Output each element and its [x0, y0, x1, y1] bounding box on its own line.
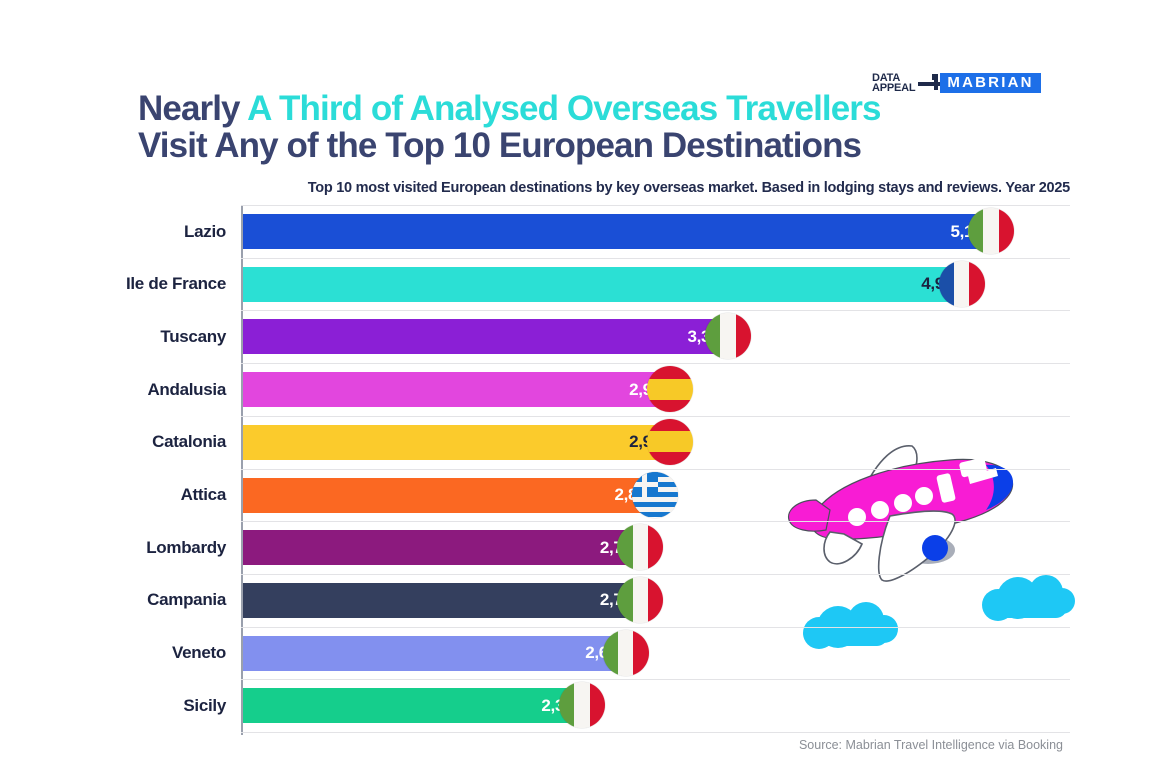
flag-icon-italy	[617, 524, 664, 571]
bar[interactable]	[243, 688, 579, 724]
logo-divider-icon	[918, 73, 941, 93]
bar-container[interactable]: 2,9%	[243, 416, 727, 469]
logo-data-line2: APPEAL	[872, 82, 916, 94]
bar-container[interactable]: 2,7%	[243, 521, 697, 574]
bar[interactable]	[243, 266, 959, 302]
flag-icon-italy	[617, 576, 664, 623]
bar[interactable]	[243, 372, 667, 408]
gridline	[241, 205, 1070, 206]
flag-icon-greece	[632, 471, 679, 518]
chart-gridlines	[241, 205, 1070, 735]
bar-row[interactable]: Sicily 2,3%	[0, 679, 1171, 732]
bar-container[interactable]: 5,1%	[243, 205, 1048, 258]
gridline	[241, 679, 1070, 681]
bar[interactable]	[243, 477, 653, 513]
bar-container[interactable]: 3,3%	[243, 310, 785, 363]
gridline	[241, 626, 1070, 628]
title-line1-highlight: A Third of Analysed Overseas Travellers	[247, 89, 881, 128]
bar-row[interactable]: Tuscany 3,3%	[0, 310, 1171, 363]
bar-row[interactable]: Attica 2,8%	[0, 469, 1171, 522]
bar-value-label: 2,3%	[243, 688, 591, 723]
bar-category-label: Campania	[147, 590, 226, 610]
bar-value-label: 4,9%	[243, 267, 971, 302]
gridline	[241, 363, 1070, 365]
data-appeal-wordmark: DATA APPEAL	[872, 72, 916, 94]
gridline	[241, 310, 1070, 312]
bar-value-label: 2,7%	[243, 583, 649, 618]
bar-container[interactable]: 2,6%	[243, 627, 683, 680]
gridline	[241, 573, 1070, 575]
source-note: Source: Mabrian Travel Intelligence via …	[798, 738, 1063, 752]
logo-data-line1: DATA	[872, 72, 901, 84]
bar[interactable]	[243, 319, 726, 355]
bar-container[interactable]: 2,3%	[243, 679, 639, 732]
bar-value-label: 2,9%	[243, 425, 679, 460]
bar-row[interactable]: Campania 2,7%	[0, 574, 1171, 627]
bar-category-label: Veneto	[172, 643, 226, 663]
flag-icon-france	[938, 260, 985, 307]
bar-chart: Lazio 5,1% Ile de France 4,9% Tuscany 3,3% And…	[0, 205, 1171, 737]
gridline	[241, 732, 1070, 733]
bar[interactable]	[243, 424, 667, 460]
bar-category-label: Ile de France	[125, 274, 226, 294]
y-axis-line	[241, 205, 243, 735]
bar-category-label: Attica	[180, 485, 227, 504]
flag-icon-spain	[646, 366, 693, 413]
bar-value-label: 2,6%	[243, 636, 635, 671]
chart-subtitle: Top 10 most visited European destination…	[307, 180, 1071, 196]
page-title: Nearly A Third of Analysed Overseas Trav…	[138, 89, 1068, 165]
bar-container[interactable]: 4,9%	[243, 258, 1019, 311]
title-line2: Visit Any of the Top 10 European Destina…	[138, 126, 862, 165]
bar-row[interactable]: Catalonia 2,9%	[0, 416, 1171, 469]
bar[interactable]	[243, 530, 638, 566]
gridline	[241, 521, 1070, 523]
bar[interactable]	[243, 635, 623, 671]
flag-icon-italy	[705, 313, 752, 360]
bar-container[interactable]: 2,8%	[243, 469, 712, 522]
flag-icon-italy	[968, 208, 1014, 254]
gridline	[241, 415, 1070, 417]
bar-value-label: 2,9%	[243, 372, 679, 407]
bar[interactable]	[243, 582, 638, 618]
bar-container[interactable]: 2,7%	[243, 574, 697, 627]
bar-row[interactable]: Lombardy 2,7%	[0, 521, 1171, 574]
bar-value-label: 2,8%	[243, 478, 664, 513]
bar-value-label: 5,1%	[243, 214, 1000, 249]
gridline	[241, 257, 1070, 259]
bar-row[interactable]: Ile de France 4,9%	[0, 258, 1171, 311]
bar-category-label: Lazio	[184, 221, 226, 241]
mabrian-wordmark: MABRIAN	[940, 73, 1041, 93]
bar-category-label: Catalonia	[152, 432, 226, 452]
bar-value-label: 3,3%	[243, 319, 737, 354]
flag-icon-italy	[558, 682, 605, 729]
bar-container[interactable]: 2,9%	[243, 363, 727, 416]
bar-row[interactable]: Lazio 5,1%	[0, 205, 1171, 258]
bar-category-label: Andalusia	[147, 379, 226, 399]
bar-category-label: Lombardy	[146, 537, 226, 557]
bar-row[interactable]: Andalusia 2,9%	[0, 363, 1171, 416]
bar-value-label: 2,7%	[243, 530, 649, 565]
flag-icon-spain	[646, 418, 693, 465]
brand-logo: DATA APPEAL MABRIAN	[872, 72, 1041, 94]
gridline	[241, 468, 1070, 470]
flag-icon-italy	[602, 629, 649, 676]
bar-category-label: Sicily	[183, 695, 226, 715]
bar-category-label: Tuscany	[160, 326, 226, 346]
bar-row[interactable]: Veneto 2,6%	[0, 627, 1171, 680]
title-line1-plain: Nearly	[138, 89, 248, 128]
bar-rows: Lazio 5,1% Ile de France 4,9% Tuscany 3,3% And…	[0, 205, 1171, 735]
bar[interactable]	[243, 214, 988, 249]
